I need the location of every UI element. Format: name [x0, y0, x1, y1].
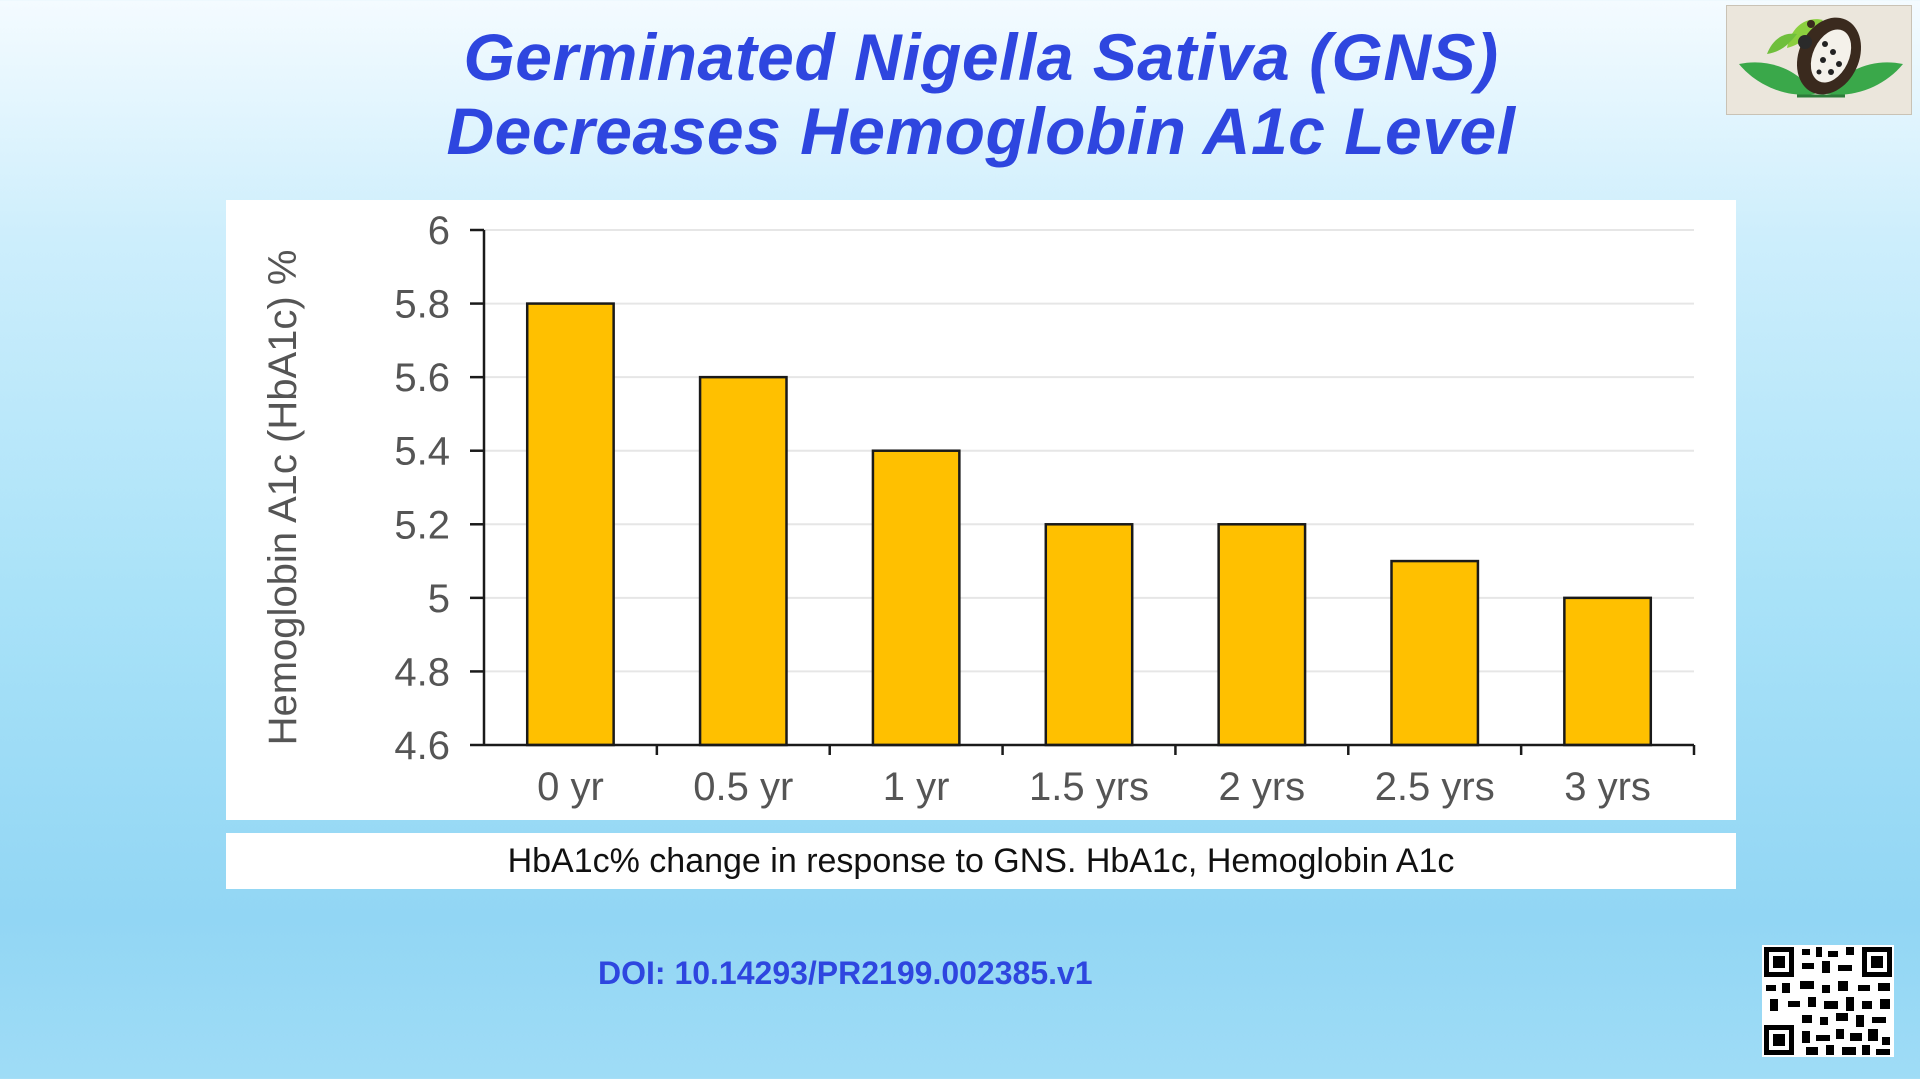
caption-panel: HbA1c% change in response to GNS. HbA1c,…	[226, 833, 1736, 889]
bar	[525, 302, 615, 747]
title-line-1: Germinated Nigella Sativa (GNS)	[463, 20, 1499, 94]
y-tick-label: 6	[428, 209, 450, 253]
chart-panel: 4.6 4.8 5 5.2 5.4 5.6 5.8 6 0 yr 0.5 yr 1 yr 1.5 y…	[226, 200, 1736, 820]
title-line-2: Decreases Hemoglobin A1c Level	[446, 94, 1516, 168]
y-tick-label: 5.8	[394, 283, 450, 327]
y-tick-label: 4.6	[394, 724, 450, 768]
x-tick-label: 1 yr	[883, 765, 950, 809]
qr-code-icon	[1762, 945, 1894, 1057]
bar-chart: 4.6 4.8 5 5.2 5.4 5.6 5.8 6 0 yr 0.5 yr 1 yr 1.5 y…	[261, 209, 1696, 809]
x-tick-label: 3 yrs	[1564, 765, 1651, 809]
bar	[1044, 523, 1134, 747]
leaf-seed-logo-icon	[1727, 6, 1911, 114]
y-tick-label: 5.6	[394, 356, 450, 400]
axes	[470, 228, 1696, 755]
x-tick-label: 2 yrs	[1219, 765, 1306, 809]
bar	[1563, 596, 1653, 747]
doi-link[interactable]: DOI: 10.14293/PR2199.002385.v1	[598, 955, 1093, 991]
slide-title: Germinated Nigella Sativa (GNS) Decrease…	[0, 20, 1920, 168]
bar	[698, 375, 788, 747]
x-tick-labels: 0 yr 0.5 yr 1 yr 1.5 yrs 2 yrs 2.5 yrs 3 yrs	[537, 765, 1651, 809]
figure-caption: HbA1c% change in response to GNS. HbA1c,…	[507, 841, 1455, 880]
y-tick-label: 5	[428, 577, 450, 621]
y-tick-label: 5.2	[394, 503, 450, 547]
bar	[1390, 559, 1480, 747]
x-tick-label: 0.5 yr	[693, 765, 793, 809]
y-tick-labels: 4.6 4.8 5 5.2 5.4 5.6 5.8 6	[394, 209, 450, 768]
y-tick-label: 5.4	[394, 430, 450, 474]
y-axis-label: Hemoglobin A1c (HbA1c) %	[261, 250, 305, 746]
x-tick-label: 2.5 yrs	[1375, 765, 1495, 809]
x-tick-label: 1.5 yrs	[1029, 765, 1149, 809]
bar	[871, 449, 961, 747]
bar	[1217, 523, 1307, 747]
x-tick-label: 0 yr	[537, 765, 604, 809]
y-tick-label: 4.8	[394, 650, 450, 694]
bars	[525, 302, 1653, 747]
